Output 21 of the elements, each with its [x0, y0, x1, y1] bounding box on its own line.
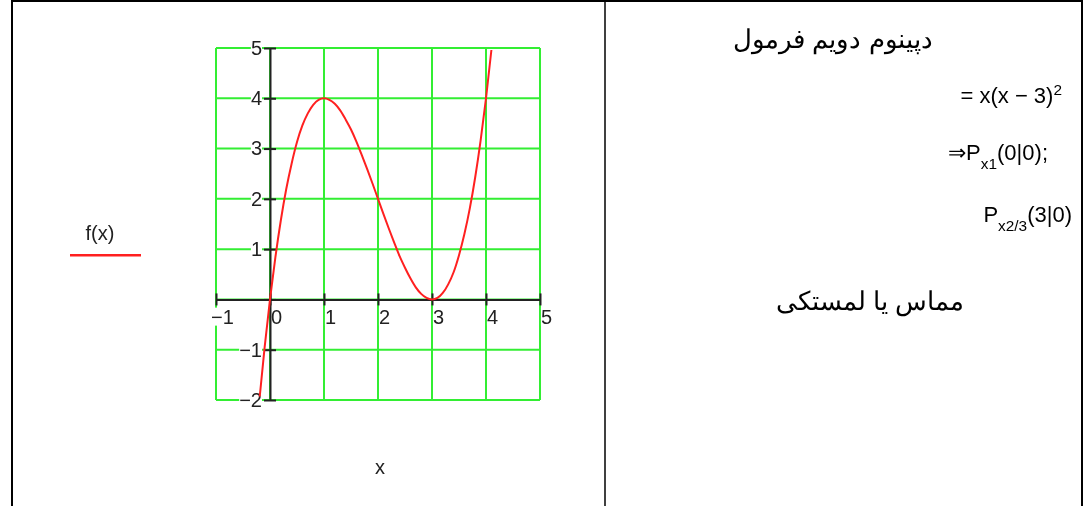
y-tick-label: −1 — [239, 338, 262, 361]
x-tick-label: 0 — [270, 305, 283, 328]
x-axis-title: x — [375, 456, 385, 478]
text: مماس یا لمستکی — [775, 286, 965, 317]
x-tick-label: 2 — [378, 305, 391, 328]
y-axis-title: f(x) — [85, 222, 115, 244]
text: P$_{x2/3}$(3|0) — [983, 202, 1072, 234]
x-tick-label: 4 — [486, 305, 499, 328]
y-tick-label: 2 — [250, 187, 262, 210]
x-tick-label: 5 — [540, 305, 553, 328]
y-tick-label: 5 — [250, 36, 262, 59]
y-tick-label: 3 — [250, 137, 262, 160]
text: ⇒P$_{x1}$(0|0); — [948, 140, 1048, 172]
text: = x(x − 3)$^{2}$ — [960, 80, 1062, 108]
text: دپینوم دویم فرمول — [733, 24, 933, 55]
x-tick-label: 3 — [432, 305, 445, 328]
x-tick-label: −1 — [211, 305, 234, 328]
y-tick-label: −2 — [239, 388, 262, 411]
y-tick-label: 4 — [250, 87, 262, 110]
y-tick-label: 1 — [250, 238, 262, 261]
x-tick-label: 1 — [324, 305, 337, 328]
